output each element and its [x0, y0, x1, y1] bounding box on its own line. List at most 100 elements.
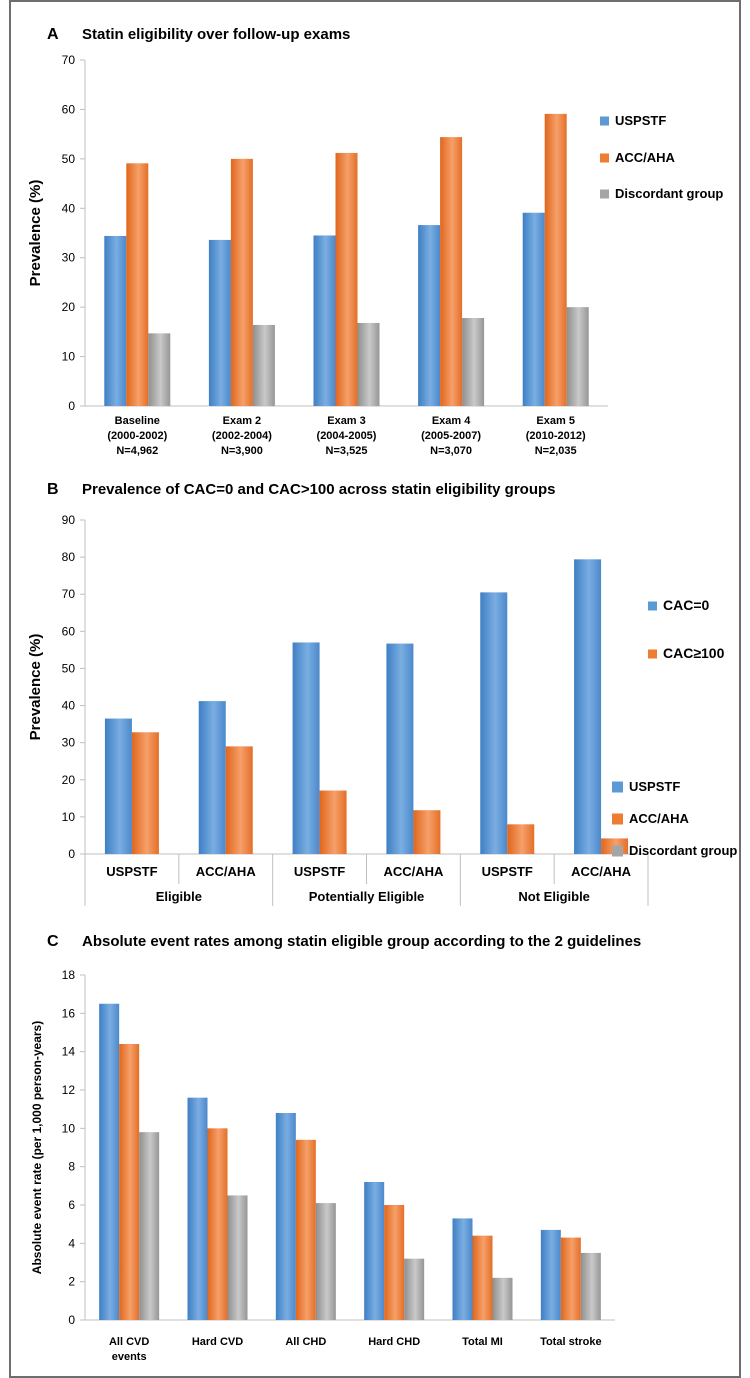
panel-c-bar: [540, 1229, 561, 1320]
panel-c-legend-swatch: [612, 845, 623, 857]
panel-a-y-tick-label: 40: [62, 201, 76, 215]
panel-a-bar: [357, 322, 380, 406]
panel-c-legend: USPSTF ACC/AHA Discordant group: [612, 779, 737, 858]
panel-a: A Statin eligibility over follow-up exam…: [27, 26, 723, 457]
panel-c-y-tick-label: 0: [68, 1313, 75, 1327]
panel-b-legend-label: CAC=0: [663, 597, 710, 613]
panel-b-title: Prevalence of CAC=0 and CAC>100 across s…: [82, 481, 556, 498]
panel-a-x-tick-label: N=3,525: [326, 445, 368, 457]
panel-b-group-label: Potentially Eligible: [309, 889, 425, 904]
panel-b-bar: [413, 810, 441, 854]
panel-c-bar: [560, 1237, 581, 1320]
panel-c-y-tick-label: 2: [68, 1275, 75, 1289]
panel-b-y-tick-label: 0: [68, 847, 75, 861]
panel-c-legend-label: Discordant group: [629, 843, 737, 858]
panel-c-y-tick-label: 14: [62, 1045, 76, 1059]
panel-a-bar: [252, 324, 275, 406]
panel-a-x-tick-label: Baseline: [115, 415, 160, 427]
panel-a-y-tick-label: 70: [62, 53, 76, 67]
panel-c-letter: C: [47, 933, 59, 950]
panel-a-bar: [566, 307, 589, 406]
panel-a-y-tick-label: 50: [62, 152, 76, 166]
panel-a-y-tick-label: 0: [68, 399, 75, 413]
panel-a-x-tick-label: Exam 5: [536, 415, 575, 427]
panel-b-x-tick-label: USPSTF: [294, 864, 345, 879]
panel-a-bar: [522, 212, 545, 406]
panel-a-bar: [148, 333, 171, 406]
panel-b-y-tick-label: 90: [62, 513, 76, 527]
panel-c-bar: [227, 1195, 248, 1320]
panel-b-x-tick-label: USPSTF: [482, 864, 533, 879]
panel-c: C Absolute event rates among statin elig…: [30, 779, 737, 1363]
panel-c-bar: [452, 1218, 473, 1320]
panel-c-legend-label: ACC/AHA: [629, 811, 690, 826]
panel-a-bar: [230, 158, 253, 406]
panel-c-bar: [364, 1182, 385, 1320]
panel-b-bar: [507, 824, 535, 854]
panel-a-x-tick-label: N=3,070: [430, 445, 472, 457]
panel-a-x-tick-label: (2000-2002): [107, 430, 167, 442]
panel-a-bar: [544, 113, 567, 407]
panel-b-legend-swatch: [648, 649, 657, 659]
panel-c-x-tick-label: Hard CHD: [368, 1336, 420, 1348]
panel-b-x-tick-label: ACC/AHA: [383, 864, 444, 879]
panel-c-bar: [492, 1277, 513, 1320]
panel-a-y-axis-label: Prevalence (%): [27, 180, 44, 287]
panel-c-bar: [119, 1044, 140, 1320]
panel-c-plot: 0 2 4 6 8 10 12 14 16 18 All CVD events Hard CVD All …: [30, 968, 615, 1363]
panel-c-bar: [315, 1203, 336, 1320]
panel-c-bar: [295, 1139, 316, 1320]
panel-a-bar: [462, 318, 485, 406]
panel-b-bar: [292, 642, 320, 854]
panel-c-x-tick-label: Total MI: [462, 1336, 503, 1348]
panel-b-bar: [386, 643, 414, 854]
panel-b-x-tick-label: USPSTF: [106, 864, 157, 879]
panel-c-bar: [472, 1235, 493, 1320]
panel-c-legend-label: USPSTF: [629, 779, 680, 794]
panel-a-y-tick-label: 10: [62, 350, 76, 364]
panel-c-y-tick-label: 16: [62, 1006, 76, 1020]
panel-b-bar: [225, 746, 253, 854]
panel-b-legend-label: CAC≥100: [663, 645, 725, 661]
panel-b-bar: [131, 732, 159, 854]
panel-a-x-tick-label: (2004-2005): [317, 430, 377, 442]
panel-b-legend-swatch: [648, 601, 657, 611]
panel-b-bar: [574, 559, 602, 854]
panel-a-x-tick-label: N=3,900: [221, 445, 263, 457]
panel-c-y-axis-label: Absolute event rate (per 1,000 person-ye…: [30, 1021, 44, 1274]
panel-c-y-tick-label: 18: [62, 968, 76, 982]
panel-a-legend-label: Discordant group: [615, 186, 723, 201]
panel-a-x-tick-label: (2010-2012): [526, 430, 586, 442]
panel-b-y-tick-label: 80: [62, 550, 76, 564]
panel-a-x-tick-label: N=2,035: [535, 445, 577, 457]
panel-a-x-tick-label: Exam 2: [223, 415, 262, 427]
panel-b-x-tick-label: ACC/AHA: [196, 864, 257, 879]
panel-a-x-tick-label: N=4,962: [116, 445, 158, 457]
panel-b-y-tick-label: 30: [62, 736, 76, 750]
panel-b-y-tick-label: 70: [62, 587, 76, 601]
panel-c-x-tick-label: Hard CVD: [192, 1336, 243, 1348]
panel-a-legend-label: USPSTF: [615, 113, 666, 128]
panel-c-bar: [139, 1132, 160, 1320]
panel-c-bar: [404, 1258, 425, 1320]
panel-c-title: Absolute event rates among statin eligib…: [82, 933, 641, 950]
panel-a-plot: 0 10 20 30 40 50 60 70 Baseline (2000-2002) N=4,96…: [27, 53, 608, 457]
panel-c-bar: [580, 1252, 601, 1320]
panel-a-y-tick-label: 20: [62, 300, 76, 314]
panel-a-legend-swatch: [600, 189, 609, 199]
panel-b-y-tick-label: 10: [62, 810, 76, 824]
panel-c-bar: [99, 1003, 120, 1320]
panel-b-bar: [104, 718, 132, 854]
panel-b-bar: [319, 790, 347, 854]
panel-c-y-tick-label: 8: [68, 1160, 75, 1174]
panel-a-x-tick-label: Exam 3: [327, 415, 366, 427]
panel-c-y-tick-label: 6: [68, 1198, 75, 1212]
panel-a-x-tick-label: Exam 4: [432, 415, 471, 427]
panel-c-legend-swatch: [612, 781, 623, 793]
panel-c-x-tick-label: events: [112, 1351, 147, 1363]
panel-b-y-axis-label: Prevalence (%): [27, 634, 44, 741]
panel-c-x-tick-label: All CVD: [109, 1336, 149, 1348]
panel-c-y-tick-label: 10: [62, 1121, 76, 1135]
panel-b-legend: CAC=0 CAC≥100: [648, 597, 725, 661]
panel-b-y-tick-label: 60: [62, 624, 76, 638]
